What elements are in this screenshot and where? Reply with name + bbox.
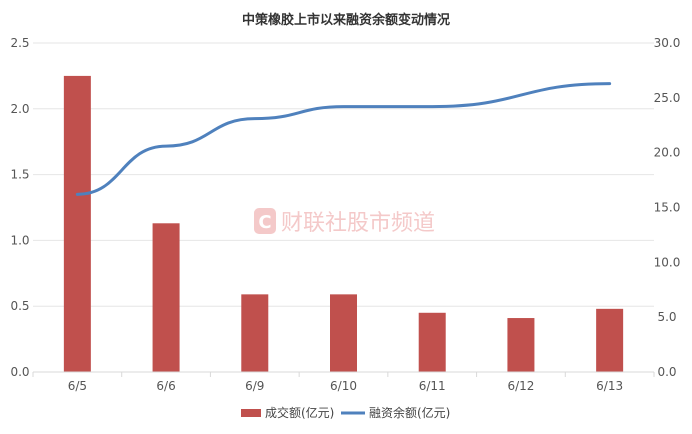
- watermark-logo-icon: [254, 208, 276, 234]
- line-series: [75, 82, 612, 196]
- y-left-tick-label: 1.5: [10, 168, 29, 182]
- y-left-tick-label: 2.0: [10, 102, 29, 116]
- axes: 0.0 0.5 1.0 1.5 2.0 2.5 0.0 5.0 10.0 15.0 20.0 25.0…: [10, 36, 680, 393]
- y-left-tick-label: 0.5: [10, 299, 29, 313]
- y-right-tick-label: 5.0: [657, 310, 676, 324]
- gridlines: [33, 42, 654, 307]
- legend-swatch-bar: [241, 409, 261, 417]
- bar-series: [63, 75, 624, 373]
- x-tick-label: 6/9: [245, 379, 264, 393]
- y-right-tick-label: 0.0: [657, 365, 676, 379]
- y-right-tick-label: 30.0: [654, 36, 681, 50]
- x-tick-label: 6/10: [330, 379, 357, 393]
- y-left-tick-label: 2.5: [10, 36, 29, 50]
- y-left-tick-label: 0.0: [10, 365, 29, 379]
- y-left-tick-label: 1.0: [10, 233, 29, 247]
- x-tick-label: 6/13: [596, 379, 623, 393]
- bar: [63, 75, 91, 373]
- series-line: [75, 82, 612, 196]
- x-tick-label: 6/5: [68, 379, 87, 393]
- x-tick-label: 6/6: [156, 379, 175, 393]
- y-right-tick-label: 20.0: [654, 146, 681, 160]
- legend-label-line: 融资余额(亿元): [369, 405, 450, 420]
- watermark: C 财联社股市频道: [254, 208, 435, 236]
- y-right-tick-label: 15.0: [654, 201, 681, 215]
- y-right-tick-label: 10.0: [654, 255, 681, 269]
- y-right-tick-label: 25.0: [654, 91, 681, 105]
- bar: [330, 294, 357, 372]
- bar: [418, 312, 446, 372]
- bar: [241, 294, 269, 372]
- bar: [152, 223, 180, 372]
- watermark-text: 财联社股市频道: [281, 211, 435, 236]
- x-tick-label: 6/12: [507, 379, 534, 393]
- chart-title: 中策橡胶上市以来融资余额变动情况: [242, 12, 450, 28]
- x-tick-label: 6/11: [419, 379, 446, 393]
- legend-label-bar: 成交额(亿元): [265, 405, 334, 420]
- bar: [507, 318, 535, 372]
- legend: 成交额(亿元) 融资余额(亿元): [241, 405, 450, 420]
- watermark-logo-letter: C: [258, 212, 271, 233]
- bar: [596, 308, 624, 372]
